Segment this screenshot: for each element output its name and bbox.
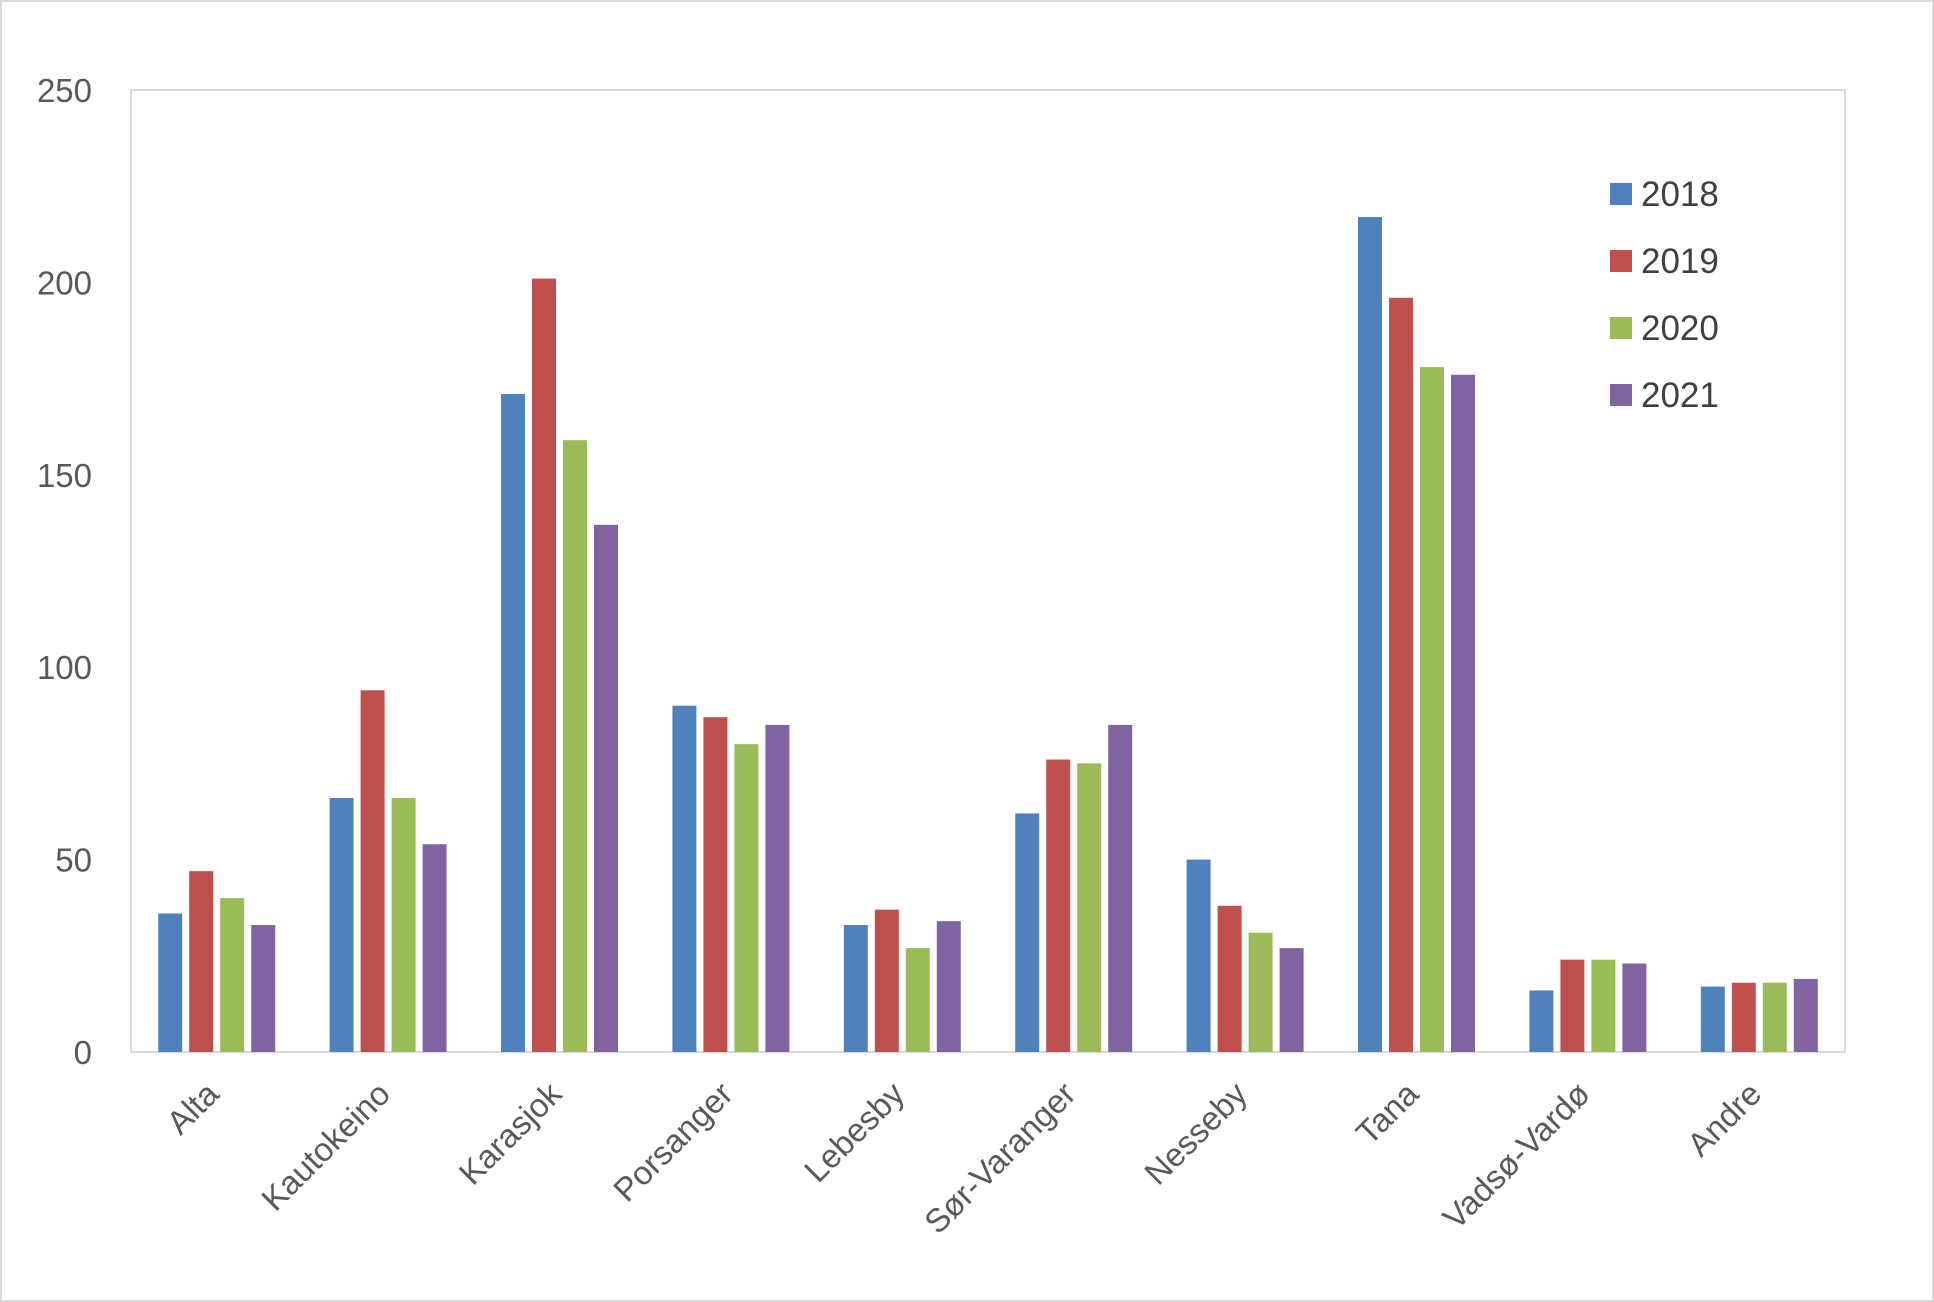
x-category-label: Tana: [1349, 1074, 1426, 1151]
legend-label: 2018: [1641, 175, 1719, 214]
bar-kautokeino-2018: [329, 798, 354, 1052]
plot-area: [130, 89, 1846, 1053]
bar-alta-2019: [189, 871, 214, 1052]
y-axis-tick-labels: 0 50 100 150 200 250: [37, 72, 92, 1071]
bar-porsanger-2018: [672, 705, 697, 1052]
bar-alta-2021: [251, 925, 276, 1052]
legend-swatch: [1610, 317, 1632, 339]
bar-lebesby-2019: [874, 909, 899, 1052]
y-tick-label: 100: [37, 649, 92, 686]
x-category-label: Kautokeino: [254, 1075, 397, 1218]
legend-label: 2020: [1641, 309, 1719, 348]
bar-porsanger-2020: [734, 744, 759, 1052]
bar-kautokeino-2020: [391, 798, 416, 1052]
bar-karasjok-2021: [594, 524, 618, 1052]
bar-andre-2018: [1700, 986, 1725, 1052]
x-category-label: Sør-Varanger: [917, 1075, 1083, 1241]
bar-karasjok-2018: [501, 393, 525, 1052]
bar-s-r-varanger-2019: [1046, 759, 1071, 1052]
bar-tana-2018: [1358, 216, 1382, 1052]
bar-vads-vard--2020: [1591, 959, 1616, 1052]
bar-karasjok-2020: [563, 440, 587, 1053]
bar-lebesby-2021: [936, 921, 961, 1052]
bar-vads-vard--2021: [1622, 963, 1647, 1052]
bar-andre-2020: [1762, 982, 1787, 1052]
bar-andre-2021: [1793, 978, 1818, 1052]
bar-andre-2019: [1731, 982, 1756, 1052]
bar-nesseby-2021: [1279, 948, 1304, 1052]
x-category-label: Vadsø-Vardø: [1435, 1075, 1596, 1236]
bar-nesseby-2018: [1186, 859, 1211, 1052]
x-category-label: Lebesby: [797, 1074, 912, 1189]
bar-nesseby-2020: [1248, 932, 1273, 1052]
y-tick-label: 50: [55, 842, 92, 879]
legend: 2018 2019 2020 2021: [1610, 175, 1719, 415]
bar-kautokeino-2019: [360, 690, 385, 1052]
legend-swatch: [1610, 250, 1632, 272]
bar-lebesby-2020: [905, 948, 930, 1052]
bar-kautokeino-2021: [422, 844, 447, 1052]
bar-porsanger-2021: [765, 724, 790, 1052]
x-category-label: Porsanger: [606, 1075, 740, 1209]
bar-karasjok-2019: [532, 278, 556, 1052]
bar-tana-2020: [1420, 367, 1444, 1052]
bar-s-r-varanger-2021: [1108, 724, 1133, 1052]
bar-s-r-varanger-2018: [1015, 813, 1040, 1052]
bar-alta-2018: [158, 913, 183, 1052]
legend-swatch: [1610, 384, 1632, 406]
y-tick-label: 150: [37, 457, 92, 494]
bar-tana-2019: [1389, 297, 1413, 1052]
y-tick-label: 0: [74, 1034, 92, 1071]
y-tick-label: 200: [37, 264, 92, 301]
bar-nesseby-2019: [1217, 905, 1242, 1052]
bar-lebesby-2018: [843, 925, 868, 1052]
bars: [158, 216, 1818, 1053]
legend-swatch: [1610, 183, 1632, 205]
bar-tana-2021: [1451, 374, 1475, 1052]
bar-alta-2020: [220, 898, 245, 1052]
legend-label: 2019: [1641, 242, 1719, 281]
bar-vads-vard--2018: [1529, 990, 1554, 1052]
bar-porsanger-2019: [703, 717, 728, 1052]
bar-s-r-varanger-2020: [1077, 763, 1102, 1052]
x-category-label: Andre: [1680, 1075, 1768, 1163]
legend-label: 2021: [1641, 376, 1719, 415]
y-tick-label: 250: [37, 72, 92, 109]
x-axis-category-labels: Alta Kautokeino Karasjok Porsanger Lebesby Sø…: [159, 1074, 1768, 1240]
x-category-label: Karasjok: [452, 1074, 569, 1191]
x-category-label: Alta: [159, 1074, 226, 1141]
x-category-label: Nesseby: [1137, 1074, 1254, 1191]
bar-vads-vard--2019: [1560, 959, 1585, 1052]
